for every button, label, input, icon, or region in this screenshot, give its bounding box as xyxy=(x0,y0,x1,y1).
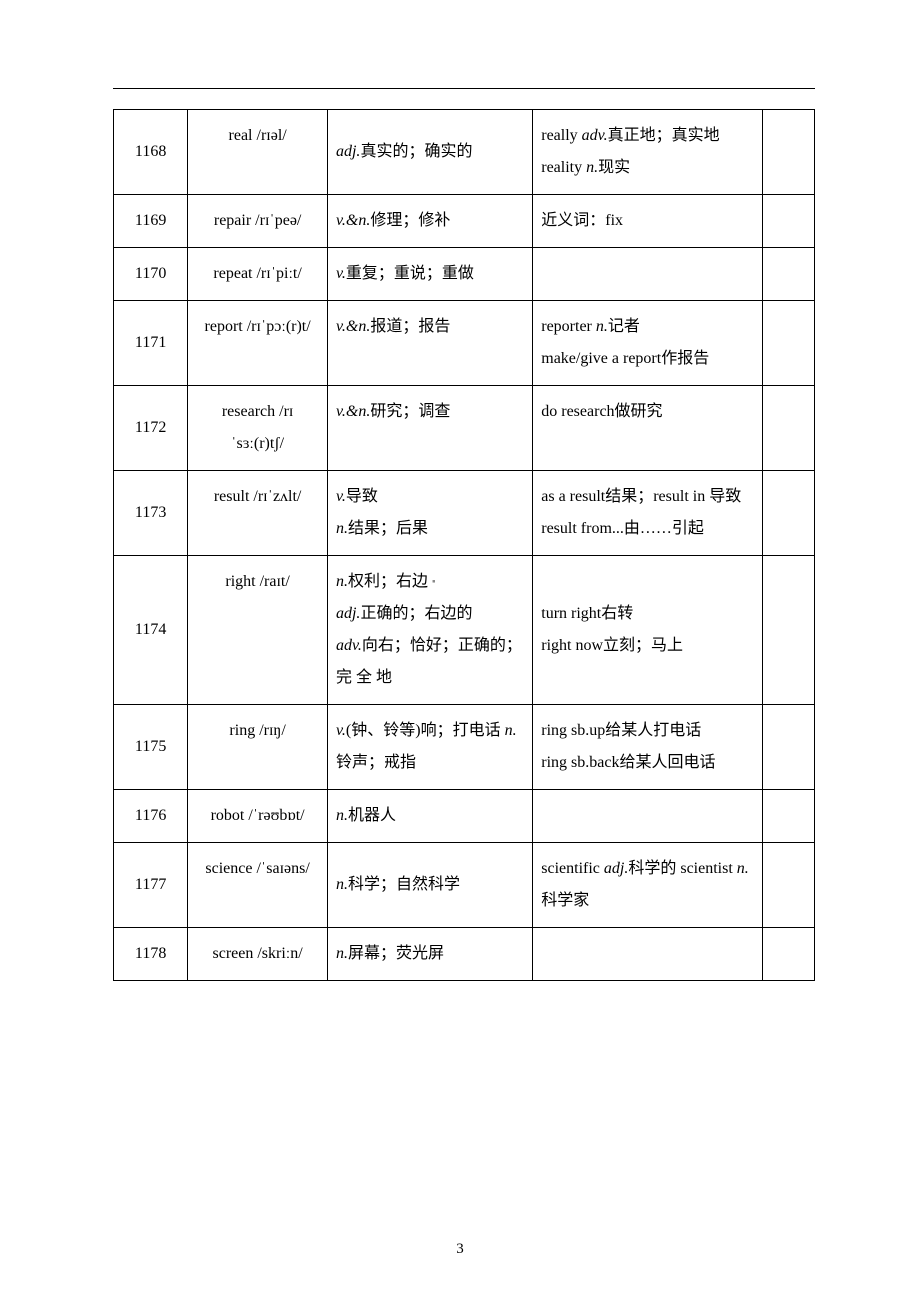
empty-cell xyxy=(762,110,814,195)
row-number: 1168 xyxy=(114,110,188,195)
word-cell: screen /skriːn/ xyxy=(188,928,328,981)
row-number: 1172 xyxy=(114,386,188,471)
row-number: 1169 xyxy=(114,195,188,248)
row-number: 1175 xyxy=(114,705,188,790)
definition-cell: n.科学；自然科学 xyxy=(327,843,532,928)
word-cell: repeat /rɪˈpiːt/ xyxy=(188,248,328,301)
table-row: 1170repeat /rɪˈpiːt/v.重复；重说；重做 xyxy=(114,248,815,301)
table-row: 1168real /rɪəl/adj.真实的；确实的really adv.真正地… xyxy=(114,110,815,195)
empty-cell xyxy=(762,195,814,248)
extra-cell xyxy=(533,790,762,843)
row-number: 1170 xyxy=(114,248,188,301)
word-cell: real /rɪəl/ xyxy=(188,110,328,195)
table-row: 1174right /raɪt/n.权利；右边 ▪adj.正确的；右边的adv.… xyxy=(114,556,815,705)
table-row: 1176robot /ˈrəʊbɒt/n.机器人 xyxy=(114,790,815,843)
definition-cell: v.&n.报道；报告 xyxy=(327,301,532,386)
empty-cell xyxy=(762,301,814,386)
vocabulary-table: 1168real /rɪəl/adj.真实的；确实的really adv.真正地… xyxy=(113,109,815,981)
extra-cell: reporter n.记者make/give a report作报告 xyxy=(533,301,762,386)
table-row: 1172research /rɪˈsɜː(r)tʃ/v.&n.研究；调查do r… xyxy=(114,386,815,471)
definition-cell: v.重复；重说；重做 xyxy=(327,248,532,301)
word-cell: research /rɪˈsɜː(r)tʃ/ xyxy=(188,386,328,471)
row-number: 1173 xyxy=(114,471,188,556)
definition-cell: v.导致n.结果；后果 xyxy=(327,471,532,556)
extra-cell: scientific adj.科学的 scientist n.科学家 xyxy=(533,843,762,928)
definition-cell: n.机器人 xyxy=(327,790,532,843)
document-page: 1168real /rɪəl/adj.真实的；确实的really adv.真正地… xyxy=(0,0,920,1302)
word-cell: robot /ˈrəʊbɒt/ xyxy=(188,790,328,843)
page-number: 3 xyxy=(0,1241,920,1258)
empty-cell xyxy=(762,471,814,556)
row-number: 1171 xyxy=(114,301,188,386)
word-cell: right /raɪt/ xyxy=(188,556,328,705)
definition-cell: n.屏幕；荧光屏 xyxy=(327,928,532,981)
extra-cell: really adv.真正地；真实地 reality n.现实 xyxy=(533,110,762,195)
empty-cell xyxy=(762,928,814,981)
empty-cell xyxy=(762,556,814,705)
word-cell: repair /rɪˈpeə/ xyxy=(188,195,328,248)
table-row: 1177science /ˈsaɪəns/n.科学；自然科学scientific… xyxy=(114,843,815,928)
extra-cell xyxy=(533,248,762,301)
table-row: 1175ring /rɪŋ/v.(钟、铃等)响；打电话 n.铃声；戒指ring … xyxy=(114,705,815,790)
word-cell: result /rɪˈzʌlt/ xyxy=(188,471,328,556)
word-cell: science /ˈsaɪəns/ xyxy=(188,843,328,928)
definition-cell: n.权利；右边 ▪adj.正确的；右边的adv.向右；恰好；正确的； 完 全 地 xyxy=(327,556,532,705)
table-row: 1173result /rɪˈzʌlt/v.导致n.结果；后果as a resu… xyxy=(114,471,815,556)
empty-cell xyxy=(762,248,814,301)
table-row: 1178screen /skriːn/n.屏幕；荧光屏 xyxy=(114,928,815,981)
extra-cell: do research做研究 xyxy=(533,386,762,471)
table-row: 1171report /rɪˈpɔː(r)t/v.&n.报道；报告reporte… xyxy=(114,301,815,386)
empty-cell xyxy=(762,705,814,790)
empty-cell xyxy=(762,386,814,471)
header-rule xyxy=(113,88,815,89)
row-number: 1177 xyxy=(114,843,188,928)
row-number: 1178 xyxy=(114,928,188,981)
word-cell: ring /rɪŋ/ xyxy=(188,705,328,790)
extra-cell: turn right右转right now立刻；马上 xyxy=(533,556,762,705)
word-cell: report /rɪˈpɔː(r)t/ xyxy=(188,301,328,386)
extra-cell: 近义词：fix xyxy=(533,195,762,248)
empty-cell xyxy=(762,843,814,928)
extra-cell: ring sb.up给某人打电话ring sb.back给某人回电话 xyxy=(533,705,762,790)
definition-cell: adj.真实的；确实的 xyxy=(327,110,532,195)
empty-cell xyxy=(762,790,814,843)
definition-cell: v.&n.研究；调查 xyxy=(327,386,532,471)
extra-cell: as a result结果；result in 导致 result from..… xyxy=(533,471,762,556)
extra-cell xyxy=(533,928,762,981)
definition-cell: v.&n.修理；修补 xyxy=(327,195,532,248)
row-number: 1174 xyxy=(114,556,188,705)
definition-cell: v.(钟、铃等)响；打电话 n.铃声；戒指 xyxy=(327,705,532,790)
row-number: 1176 xyxy=(114,790,188,843)
table-row: 1169repair /rɪˈpeə/v.&n.修理；修补近义词：fix xyxy=(114,195,815,248)
